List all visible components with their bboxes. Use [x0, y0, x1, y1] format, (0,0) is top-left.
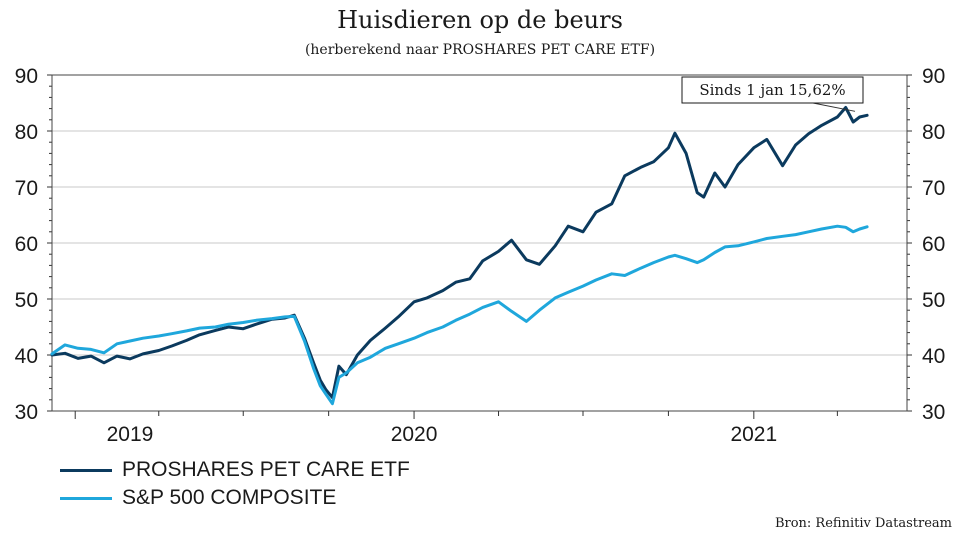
- plot-frame: [51, 74, 908, 412]
- y-tick-label-right-70: 70: [922, 177, 945, 200]
- y-tick-label-right-30: 30: [922, 401, 945, 424]
- legend-item-sp500: S&P 500 COMPOSITE: [60, 484, 410, 512]
- annotation-box: [681, 76, 864, 104]
- legend-item-proshares: PROSHARES PET CARE ETF: [60, 456, 410, 484]
- series-line-proshares: [50, 106, 869, 400]
- y-tick-label-right-90: 90: [922, 65, 945, 88]
- y-tick-label-left-40: 40: [15, 345, 38, 368]
- y-tick-label-left-70: 70: [15, 177, 38, 200]
- y-tick-label-left-60: 60: [15, 233, 38, 256]
- y-tick-label-right-50: 50: [922, 289, 945, 312]
- legend: PROSHARES PET CARE ETF S&P 500 COMPOSITE: [60, 456, 410, 512]
- legend-label-proshares: PROSHARES PET CARE ETF: [122, 458, 410, 481]
- x-tick-label-2019: 2019: [107, 423, 154, 446]
- y-tick-label-left-80: 80: [15, 121, 38, 144]
- legend-swatch-sp500: [60, 496, 112, 500]
- y-tick-label-left-30: 30: [15, 401, 38, 424]
- chart-title: Huisdieren op de beurs: [337, 6, 623, 34]
- x-tick-label-2021: 2021: [730, 423, 777, 446]
- y-tick-label-right-60: 60: [922, 233, 945, 256]
- series-line-sp500: [50, 224, 869, 406]
- y-tick-label-left-50: 50: [15, 289, 38, 312]
- legend-label-sp500: S&P 500 COMPOSITE: [122, 486, 337, 509]
- x-tick-label-2020: 2020: [391, 423, 438, 446]
- y-tick-label-right-80: 80: [922, 121, 945, 144]
- chart-subtitle: (herberekend naar PROSHARES PET CARE ETF…: [304, 42, 656, 58]
- annotation-leader: [812, 102, 856, 112]
- legend-swatch-proshares: [60, 468, 112, 472]
- y-tick-label-left-90: 90: [15, 65, 38, 88]
- y-tick-label-right-40: 40: [922, 345, 945, 368]
- source-note: Bron: Refinitiv Datastream: [774, 516, 952, 531]
- annotation-text: Sinds 1 jan 15,62%: [699, 81, 845, 99]
